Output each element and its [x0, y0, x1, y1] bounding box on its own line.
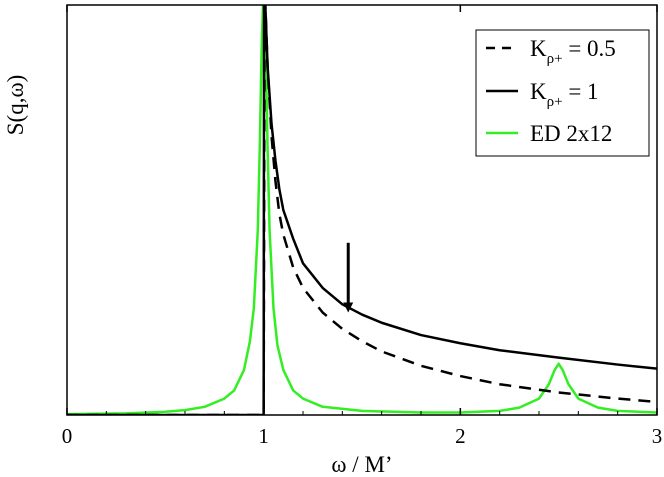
series-line-2	[67, 5, 657, 415]
x-tick-label: 0	[62, 424, 73, 448]
y-axis-label: S(q,ω)	[3, 75, 28, 136]
x-tick-label: 3	[652, 424, 663, 448]
x-axis-ticks: 0 1 2 3	[62, 5, 663, 448]
legend-label-0: Kρ+ = 0.5	[530, 36, 616, 67]
x-axis-label: ω / M’	[331, 452, 392, 477]
legend-label-2: ED 2x12	[530, 121, 612, 146]
x-tick-label: 2	[455, 424, 466, 448]
legend: Kρ+ = 0.5 Kρ+ = 1 ED 2x12	[475, 29, 650, 157]
x-tick-label: 1	[258, 424, 269, 448]
legend-label-1: Kρ+ = 1	[530, 79, 599, 110]
legend-box	[475, 29, 650, 157]
arrow-head	[343, 302, 354, 313]
series-line-1	[67, 5, 657, 415]
series-layer	[67, 5, 657, 415]
annotation-layer	[343, 242, 354, 313]
plot-frame	[66, 4, 658, 416]
